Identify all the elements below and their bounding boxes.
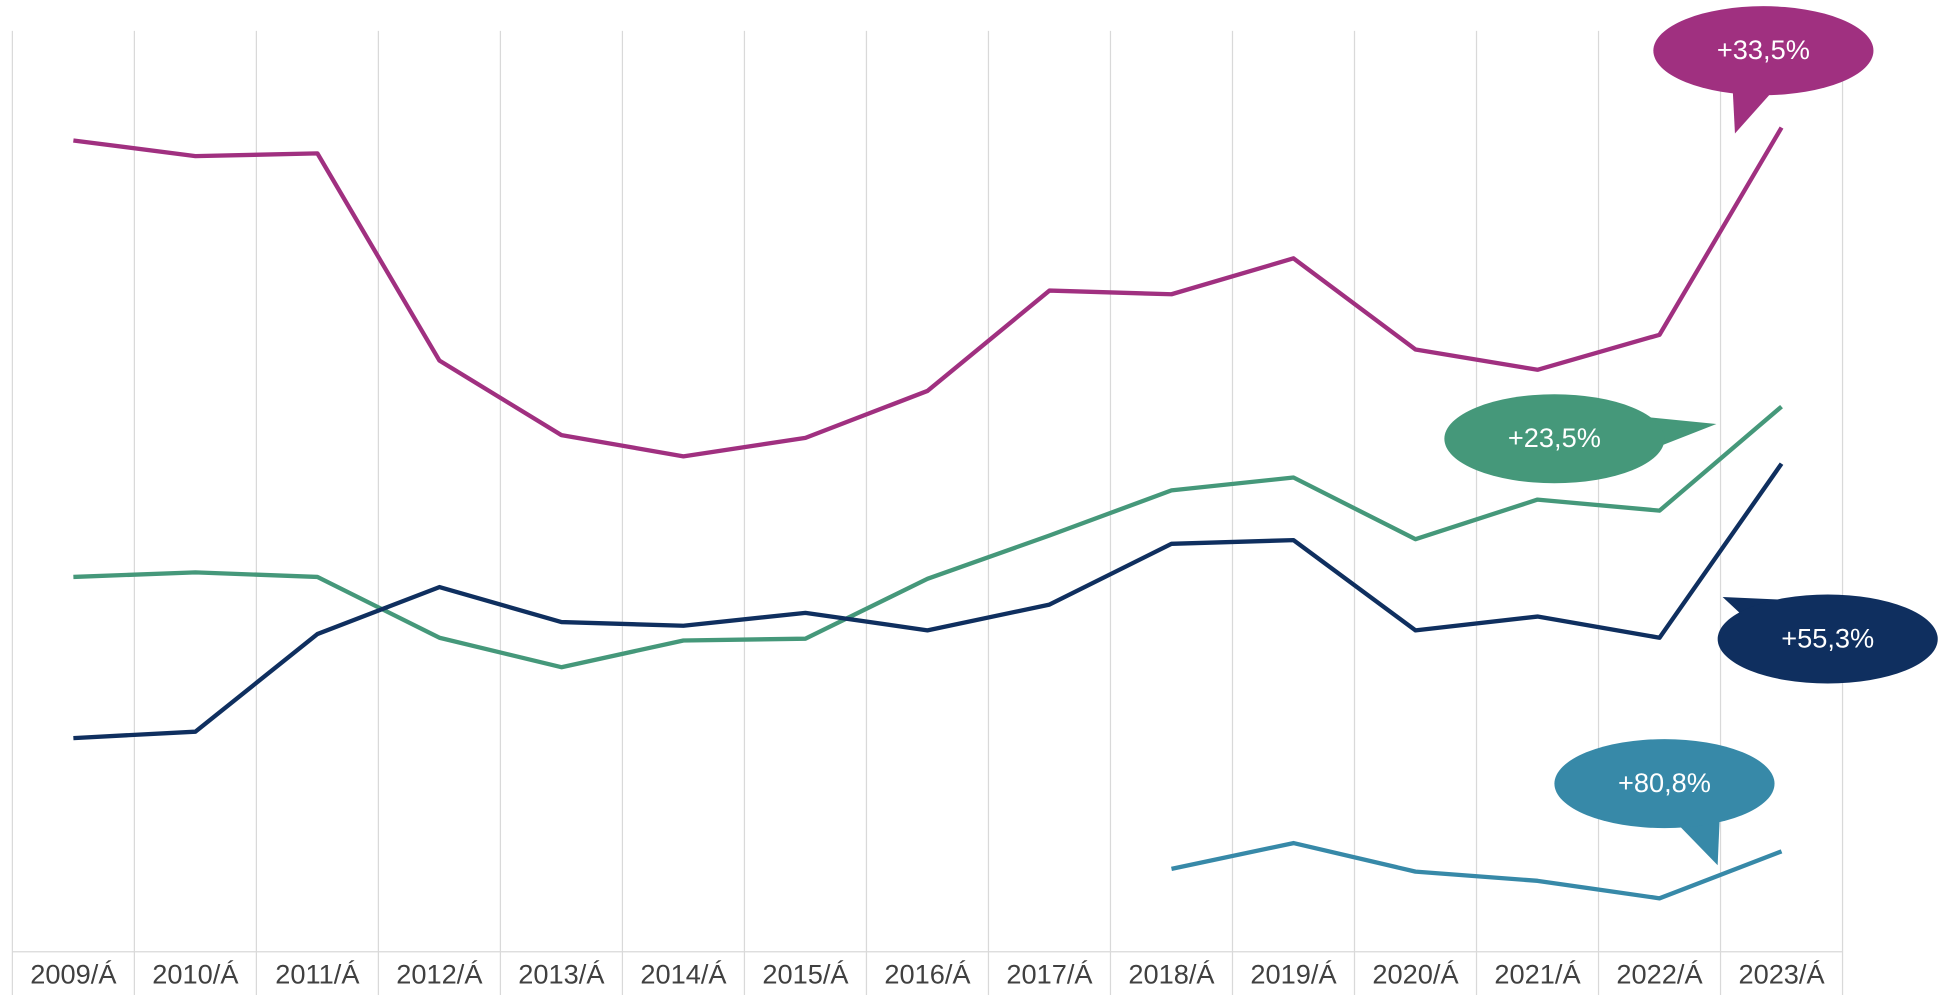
callout-label: +23,5% (1508, 422, 1601, 453)
callout-tail (1722, 597, 1779, 615)
series-line (73, 462, 1784, 741)
callout (1717, 594, 1938, 684)
series-line (73, 126, 1784, 459)
x-tick-label: 2023/Á (1738, 959, 1825, 990)
x-tick-label: 2011/Á (275, 959, 360, 990)
callout-label: +80,8% (1618, 767, 1711, 798)
x-tick-label: 2015/Á (762, 959, 849, 990)
callout-label: +33,5% (1717, 34, 1810, 65)
x-tick-label: 2020/Á (1372, 959, 1459, 990)
x-tick-label: 2016/Á (884, 959, 971, 990)
x-tick-label: 2009/Á (30, 959, 117, 990)
callout (1444, 394, 1665, 484)
callout-label: +55,3% (1781, 622, 1874, 653)
x-tick-label: 2019/Á (1250, 959, 1337, 990)
callout (1653, 6, 1874, 96)
x-tick-label: 2013/Á (518, 959, 605, 990)
x-tick-label: 2010/Á (152, 959, 239, 990)
x-tick-label: 2012/Á (396, 959, 483, 990)
callout (1554, 739, 1775, 829)
series-line (73, 404, 1783, 670)
x-tick-label: 2017/Á (1006, 959, 1093, 990)
callout-tail (1732, 85, 1776, 134)
x-tick-label: 2021/Á (1494, 959, 1581, 990)
x-tick-label: 2022/Á (1616, 959, 1703, 990)
x-tick-label: 2018/Á (1128, 959, 1215, 990)
series-line (1171, 840, 1783, 901)
x-tick-label: 2014/Á (640, 959, 727, 990)
